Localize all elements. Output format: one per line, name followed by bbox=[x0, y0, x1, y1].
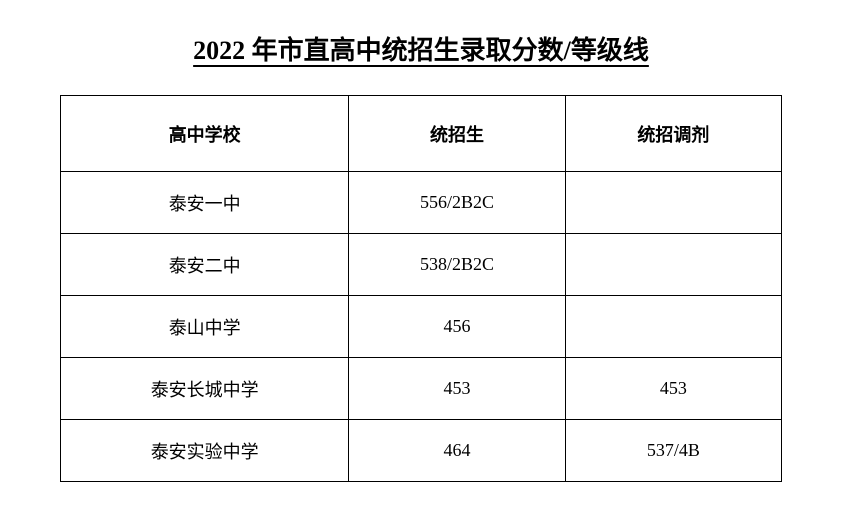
cell-school: 泰安二中 bbox=[61, 234, 349, 296]
cell-regular: 453 bbox=[349, 358, 565, 420]
table-header-row: 高中学校 统招生 统招调剂 bbox=[61, 96, 782, 172]
header-adjust: 统招调剂 bbox=[565, 96, 781, 172]
cell-school: 泰安实验中学 bbox=[61, 420, 349, 482]
cell-school: 泰山中学 bbox=[61, 296, 349, 358]
page-title: 2022 年市直高中统招生录取分数/等级线 bbox=[60, 30, 782, 67]
cell-adjust bbox=[565, 234, 781, 296]
header-school: 高中学校 bbox=[61, 96, 349, 172]
cell-adjust: 537/4B bbox=[565, 420, 781, 482]
cell-regular: 538/2B2C bbox=[349, 234, 565, 296]
table-row: 泰安长城中学 453 453 bbox=[61, 358, 782, 420]
admission-scores-table: 高中学校 统招生 统招调剂 泰安一中 556/2B2C 泰安二中 538/2B2… bbox=[60, 95, 782, 482]
table-row: 泰安一中 556/2B2C bbox=[61, 172, 782, 234]
cell-regular: 556/2B2C bbox=[349, 172, 565, 234]
header-regular: 统招生 bbox=[349, 96, 565, 172]
cell-adjust bbox=[565, 296, 781, 358]
cell-regular: 464 bbox=[349, 420, 565, 482]
table-row: 泰安二中 538/2B2C bbox=[61, 234, 782, 296]
cell-adjust: 453 bbox=[565, 358, 781, 420]
cell-school: 泰安一中 bbox=[61, 172, 349, 234]
cell-adjust bbox=[565, 172, 781, 234]
cell-school: 泰安长城中学 bbox=[61, 358, 349, 420]
table-row: 泰安实验中学 464 537/4B bbox=[61, 420, 782, 482]
cell-regular: 456 bbox=[349, 296, 565, 358]
table-row: 泰山中学 456 bbox=[61, 296, 782, 358]
